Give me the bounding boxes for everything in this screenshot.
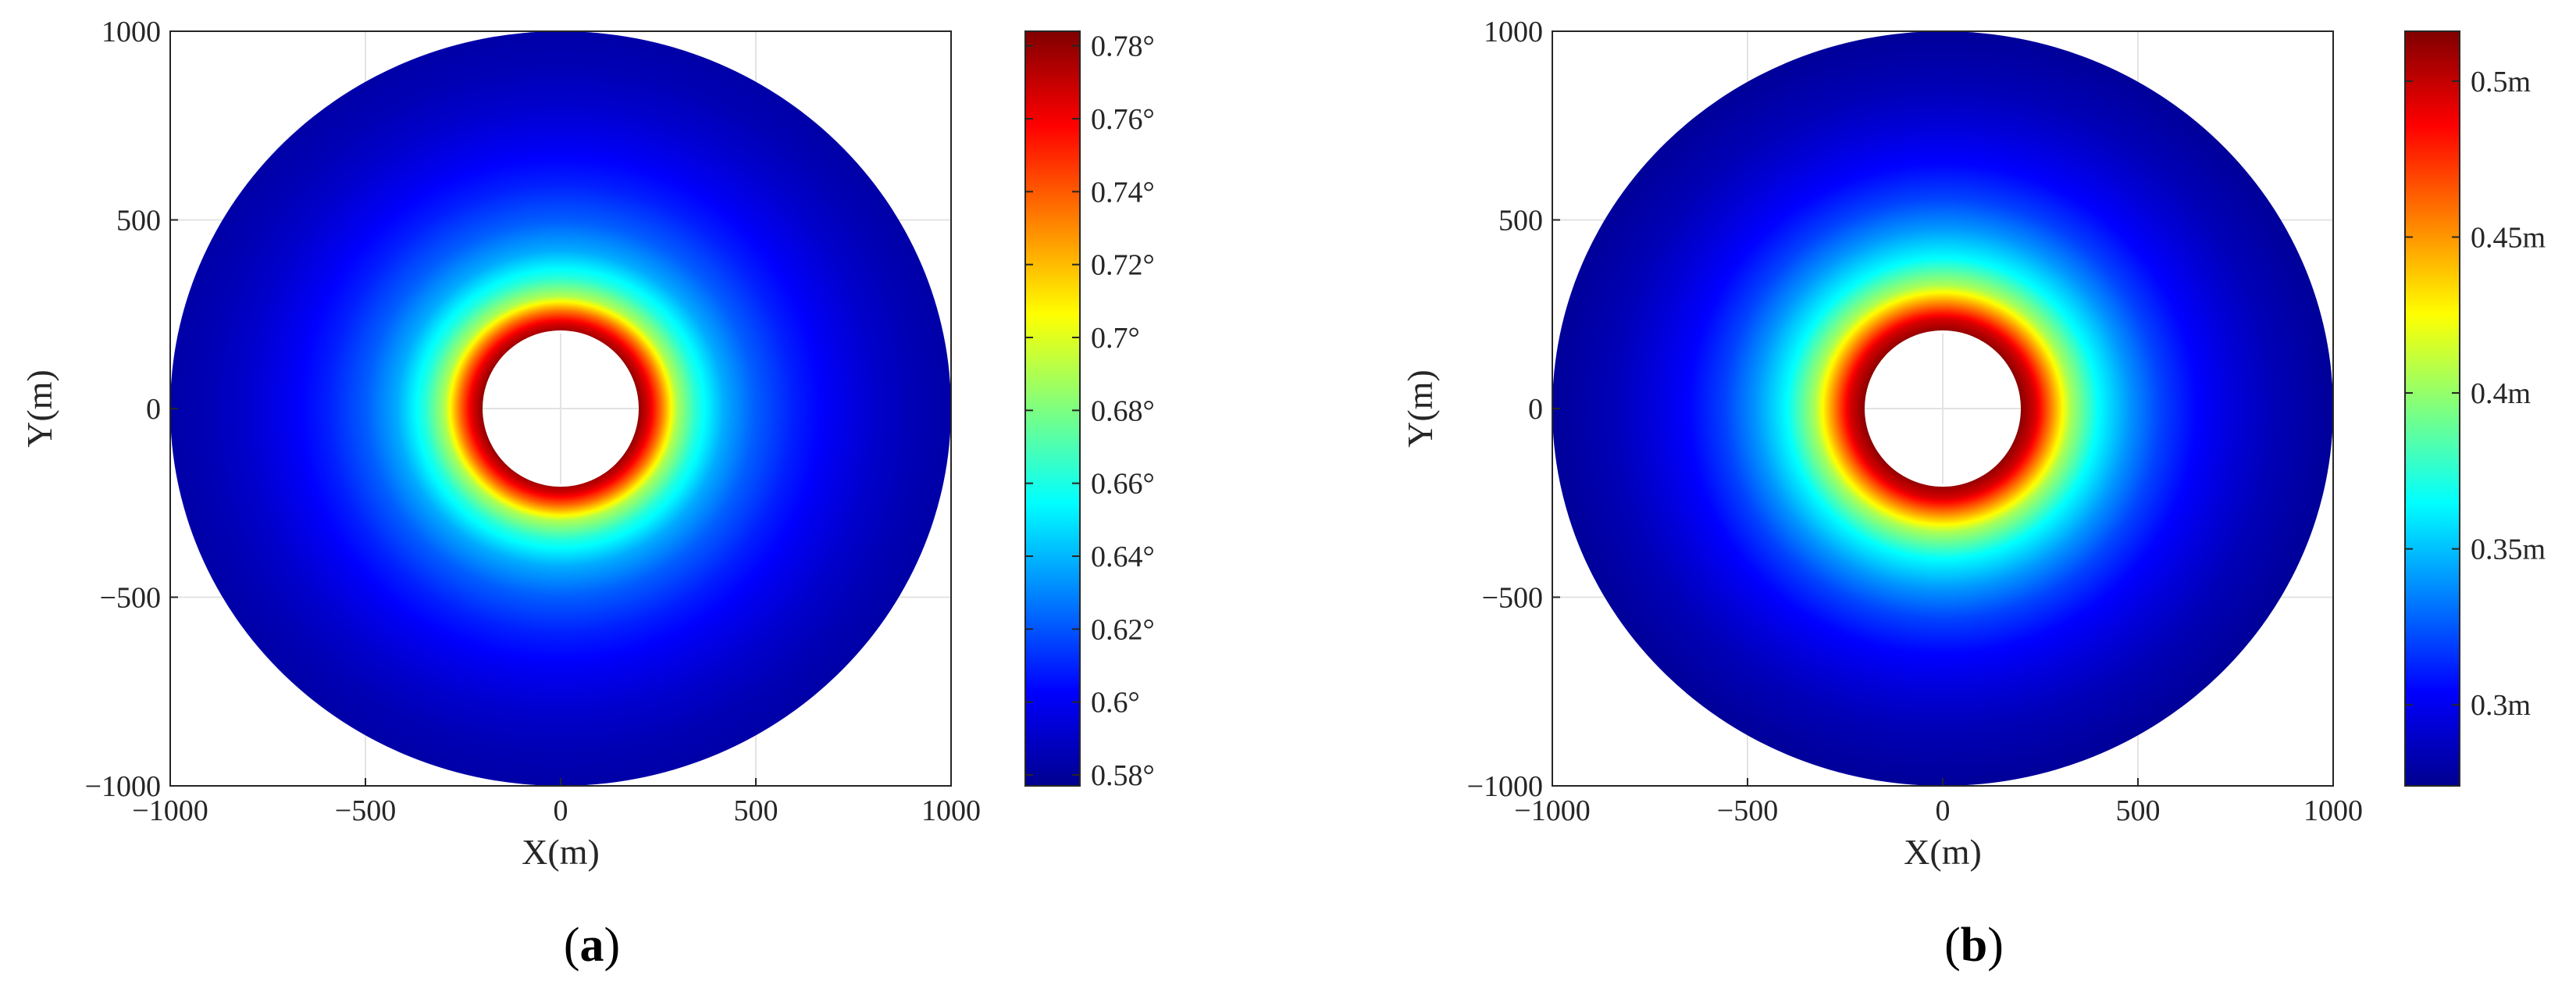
x-tick-label: −1000 — [1514, 794, 1590, 827]
y-tick-labels-b: −1000 −500 0 500 1000 — [1467, 16, 1560, 803]
colorbar-tick-label: 0.78° — [1091, 30, 1155, 63]
y-tick-label: −1000 — [85, 770, 161, 803]
plot-area-a — [169, 30, 952, 787]
colorbar-gradient-b — [2404, 30, 2460, 787]
colorbar-gradient-a — [1024, 30, 1081, 787]
grid-over-hole-a — [483, 333, 639, 484]
colorbar-tick-label: 0.3m — [2471, 689, 2531, 722]
colorbar-tick-label: 0.5m — [2471, 66, 2531, 98]
colorbar-tick-label: 0.6° — [1091, 687, 1140, 719]
colorbar-tick-labels-b: 0.3m 0.35m 0.4m 0.45m 0.5m — [2405, 66, 2546, 722]
y-tick-label: −1000 — [1467, 770, 1543, 803]
x-tick-label: −1000 — [132, 794, 208, 827]
plot-area-b — [1552, 30, 2334, 787]
x-tick-label: −500 — [335, 794, 396, 827]
y-axis-label-a: Y(m) — [20, 369, 59, 448]
colorbar-tick-label: 0.66° — [1091, 468, 1155, 501]
x-tick-labels-b: −1000 −500 0 500 1000 — [1514, 778, 2363, 827]
y-axis-label-b: Y(m) — [1400, 369, 1440, 448]
x-tick-label: 500 — [734, 794, 779, 827]
y-tick-labels-a: −1000 −500 0 500 1000 — [85, 16, 178, 803]
panel-label-b: (b) — [1944, 919, 2004, 972]
colorbar-tick-label: 0.4m — [2471, 377, 2531, 410]
y-tick-label: 0 — [1528, 393, 1543, 426]
panel-a: −1000 −500 0 500 1000 −1000 −500 0 500 1000 X(m)… — [20, 16, 1155, 972]
x-tick-label: 1000 — [921, 794, 981, 827]
x-tick-label: 500 — [2116, 794, 2161, 827]
y-tick-label: 500 — [1498, 205, 1543, 237]
colorbar-tick-label: 0.58° — [1091, 759, 1155, 792]
colorbar-tick-label: 0.35m — [2471, 534, 2546, 566]
colorbar-tick-label: 0.72° — [1091, 249, 1155, 282]
colorbar-tick-label: 0.76° — [1091, 103, 1155, 136]
x-tick-labels-a: −1000 −500 0 500 1000 — [132, 778, 981, 827]
y-tick-label: 1000 — [1484, 16, 1543, 48]
colorbar-a: 0.58° 0.6° 0.62° 0.64° 0.66° 0.68° 0.7° 0.72° 0.… — [1024, 30, 1155, 792]
x-tick-label: 0 — [554, 794, 568, 827]
panel-label-a: (a) — [564, 919, 620, 972]
x-tick-label: 0 — [1936, 794, 1951, 827]
colorbar-tick-label: 0.74° — [1091, 176, 1155, 209]
panel-b: −1000 −500 0 500 1000 −1000 −500 0 500 1000 X(m)… — [1400, 16, 2546, 972]
colorbar-b: 0.3m 0.35m 0.4m 0.45m 0.5m — [2404, 30, 2546, 787]
colorbar-tick-label: 0.64° — [1091, 541, 1155, 573]
x-tick-label: −500 — [1717, 794, 1778, 827]
y-tick-label: −500 — [100, 582, 161, 615]
y-tick-label: 0 — [146, 393, 161, 426]
y-tick-label: −500 — [1482, 582, 1543, 615]
colorbar-tick-label: 0.62° — [1091, 613, 1155, 646]
x-axis-label-b: X(m) — [1904, 832, 1982, 872]
colorbar-tick-label: 0.68° — [1091, 394, 1155, 427]
grid-over-hole-b — [1865, 333, 2021, 484]
x-tick-label: 1000 — [2303, 794, 2363, 827]
y-tick-label: 500 — [116, 205, 161, 237]
colorbar-tick-label: 0.7° — [1091, 322, 1140, 355]
colorbar-tick-label: 0.45m — [2471, 221, 2546, 254]
colorbar-tick-labels-a: 0.58° 0.6° 0.62° 0.64° 0.66° 0.68° 0.7° 0.72° 0.… — [1025, 30, 1155, 792]
x-axis-label-a: X(m) — [522, 832, 600, 872]
y-tick-label: 1000 — [102, 16, 161, 48]
